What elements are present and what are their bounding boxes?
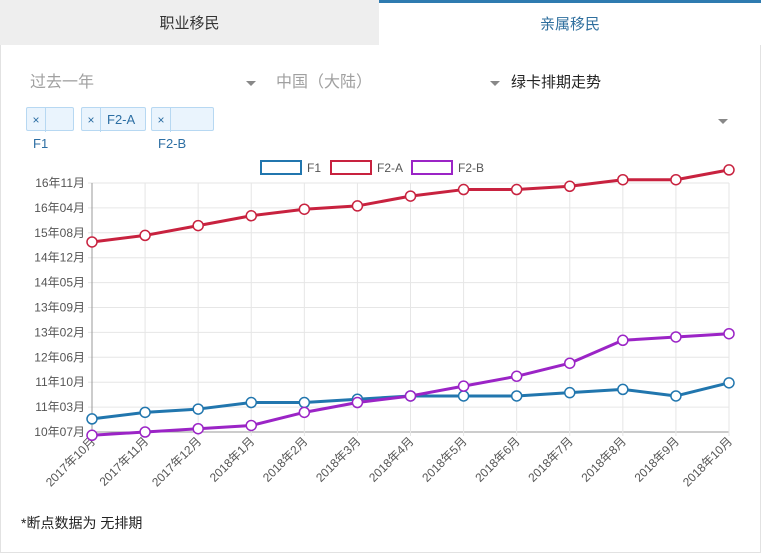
data-point-f2-b	[298, 406, 311, 419]
period-select[interactable]: 过去一年	[30, 70, 260, 96]
tag-select-chevron-down-icon[interactable]	[718, 119, 728, 124]
data-point-f1	[723, 377, 735, 389]
data-point-f2-b	[617, 334, 629, 347]
x-tick-label: 2017年12月	[149, 434, 204, 489]
y-tick-label: 16年04月	[34, 201, 85, 215]
legend-swatch-f2-b	[411, 160, 453, 175]
chevron-down-icon	[490, 81, 500, 86]
data-point-f2-a	[617, 173, 629, 186]
x-tick-label: 2018年10月	[680, 434, 735, 489]
data-point-f2-b	[564, 357, 576, 369]
data-point-f2-b	[139, 426, 151, 438]
line-chart: 16年11月 16年04月 15年08月 14年12月 14年05月 13年09月 13年0…	[34, 160, 735, 489]
data-point-f2-a	[192, 219, 204, 232]
tab-family-immigration[interactable]: 亲属移民	[379, 0, 761, 45]
y-tick-label: 13年09月	[34, 301, 85, 315]
legend-swatch-f2-a	[330, 160, 372, 175]
period-select-value: 过去一年	[30, 74, 95, 91]
remove-tag-f1-icon[interactable]: ×	[27, 108, 46, 132]
y-tick-label: 16年11月	[35, 176, 85, 190]
tag-f2b: × F2-B	[151, 107, 214, 151]
y-tick-label: 13年02月	[34, 325, 85, 339]
x-tick-label: 2018年2月	[260, 434, 310, 484]
data-point-f2-a	[404, 190, 417, 202]
data-point-f1	[617, 383, 629, 396]
tag-f2a: × F2-A	[81, 107, 146, 132]
data-point-f2-b	[351, 396, 364, 409]
y-tick-label: 11年10月	[35, 375, 85, 389]
data-point-f2-a	[351, 200, 364, 212]
tag-label: F1	[33, 136, 49, 151]
data-point-f1	[245, 396, 257, 409]
y-tick-label: 12年06月	[34, 350, 85, 364]
y-tick-label: 14年12月	[34, 251, 85, 265]
legend-swatch-f1	[260, 160, 302, 175]
tag-f1: × F1	[26, 107, 74, 151]
chart-kind-select-value: 绿卡排期走势	[511, 74, 602, 91]
data-point-f2-b	[670, 331, 682, 343]
data-point-f2-b	[457, 380, 470, 392]
tab-bar: 职业移民 亲属移民	[0, 0, 761, 45]
chevron-down-icon	[246, 81, 256, 86]
x-tick-label: 2018年5月	[419, 434, 469, 484]
data-point-f2-b	[404, 390, 417, 402]
y-tick-label: 11年03月	[35, 400, 85, 414]
x-tick-label: 2018年9月	[632, 434, 682, 484]
x-tick-label: 2018年8月	[578, 434, 628, 484]
legend-label-f2-a: F2-A	[377, 161, 403, 175]
data-point-f2-a	[564, 180, 576, 193]
data-point-f2-a	[723, 164, 735, 176]
data-point-f1	[86, 413, 98, 425]
tag-label: F2-B	[158, 136, 187, 151]
x-tick-label: 2017年11月	[97, 434, 152, 489]
data-point-f1	[139, 406, 151, 419]
data-point-f2-b	[245, 419, 257, 432]
x-tick-label: 2018年1月	[207, 434, 257, 484]
data-point-f2-a	[298, 203, 311, 215]
legend-label-f1: F1	[307, 161, 321, 175]
data-point-f1	[298, 396, 311, 409]
x-tick-label: 2017年10月	[43, 434, 98, 489]
tab-employment-immigration[interactable]: 职业移民	[0, 0, 379, 45]
data-point-f2-b	[510, 370, 523, 383]
chart-kind-select[interactable]: 绿卡排期走势	[511, 70, 631, 96]
remove-tag-f2a-icon[interactable]: ×	[82, 108, 101, 132]
country-select-value: 中国（大陆）	[276, 74, 373, 91]
data-point-f2-a	[670, 173, 682, 186]
data-point-f2-a	[510, 183, 523, 196]
data-point-f1	[457, 390, 470, 402]
data-point-f2-a	[86, 236, 98, 248]
data-point-f1	[564, 386, 576, 399]
data-point-f2-b	[86, 429, 98, 442]
y-tick-label: 10年07月	[34, 425, 85, 439]
x-tick-label: 2018年6月	[472, 434, 522, 484]
legend-label-f2-b: F2-B	[458, 161, 484, 175]
data-point-f2-a	[457, 183, 470, 196]
y-tick-label: 14年05月	[34, 276, 85, 290]
data-point-f1	[510, 390, 523, 402]
data-point-f2-a	[139, 229, 151, 242]
country-select[interactable]: 中国（大陆）	[276, 70, 501, 96]
data-point-f2-a	[245, 210, 257, 222]
data-point-f2-b	[723, 327, 735, 340]
tag-label: F2-A	[107, 112, 136, 127]
data-point-f1	[670, 390, 682, 402]
data-point-f1	[192, 403, 204, 415]
x-tick-label: 2018年3月	[313, 434, 363, 484]
x-tick-label: 2018年7月	[525, 434, 575, 484]
x-tick-label: 2018年4月	[366, 434, 416, 484]
y-tick-label: 15年08月	[34, 226, 85, 240]
footnote: *断点数据为 无排期	[21, 515, 143, 531]
remove-tag-f2b-icon[interactable]: ×	[152, 108, 171, 132]
data-point-f2-b	[192, 422, 204, 435]
